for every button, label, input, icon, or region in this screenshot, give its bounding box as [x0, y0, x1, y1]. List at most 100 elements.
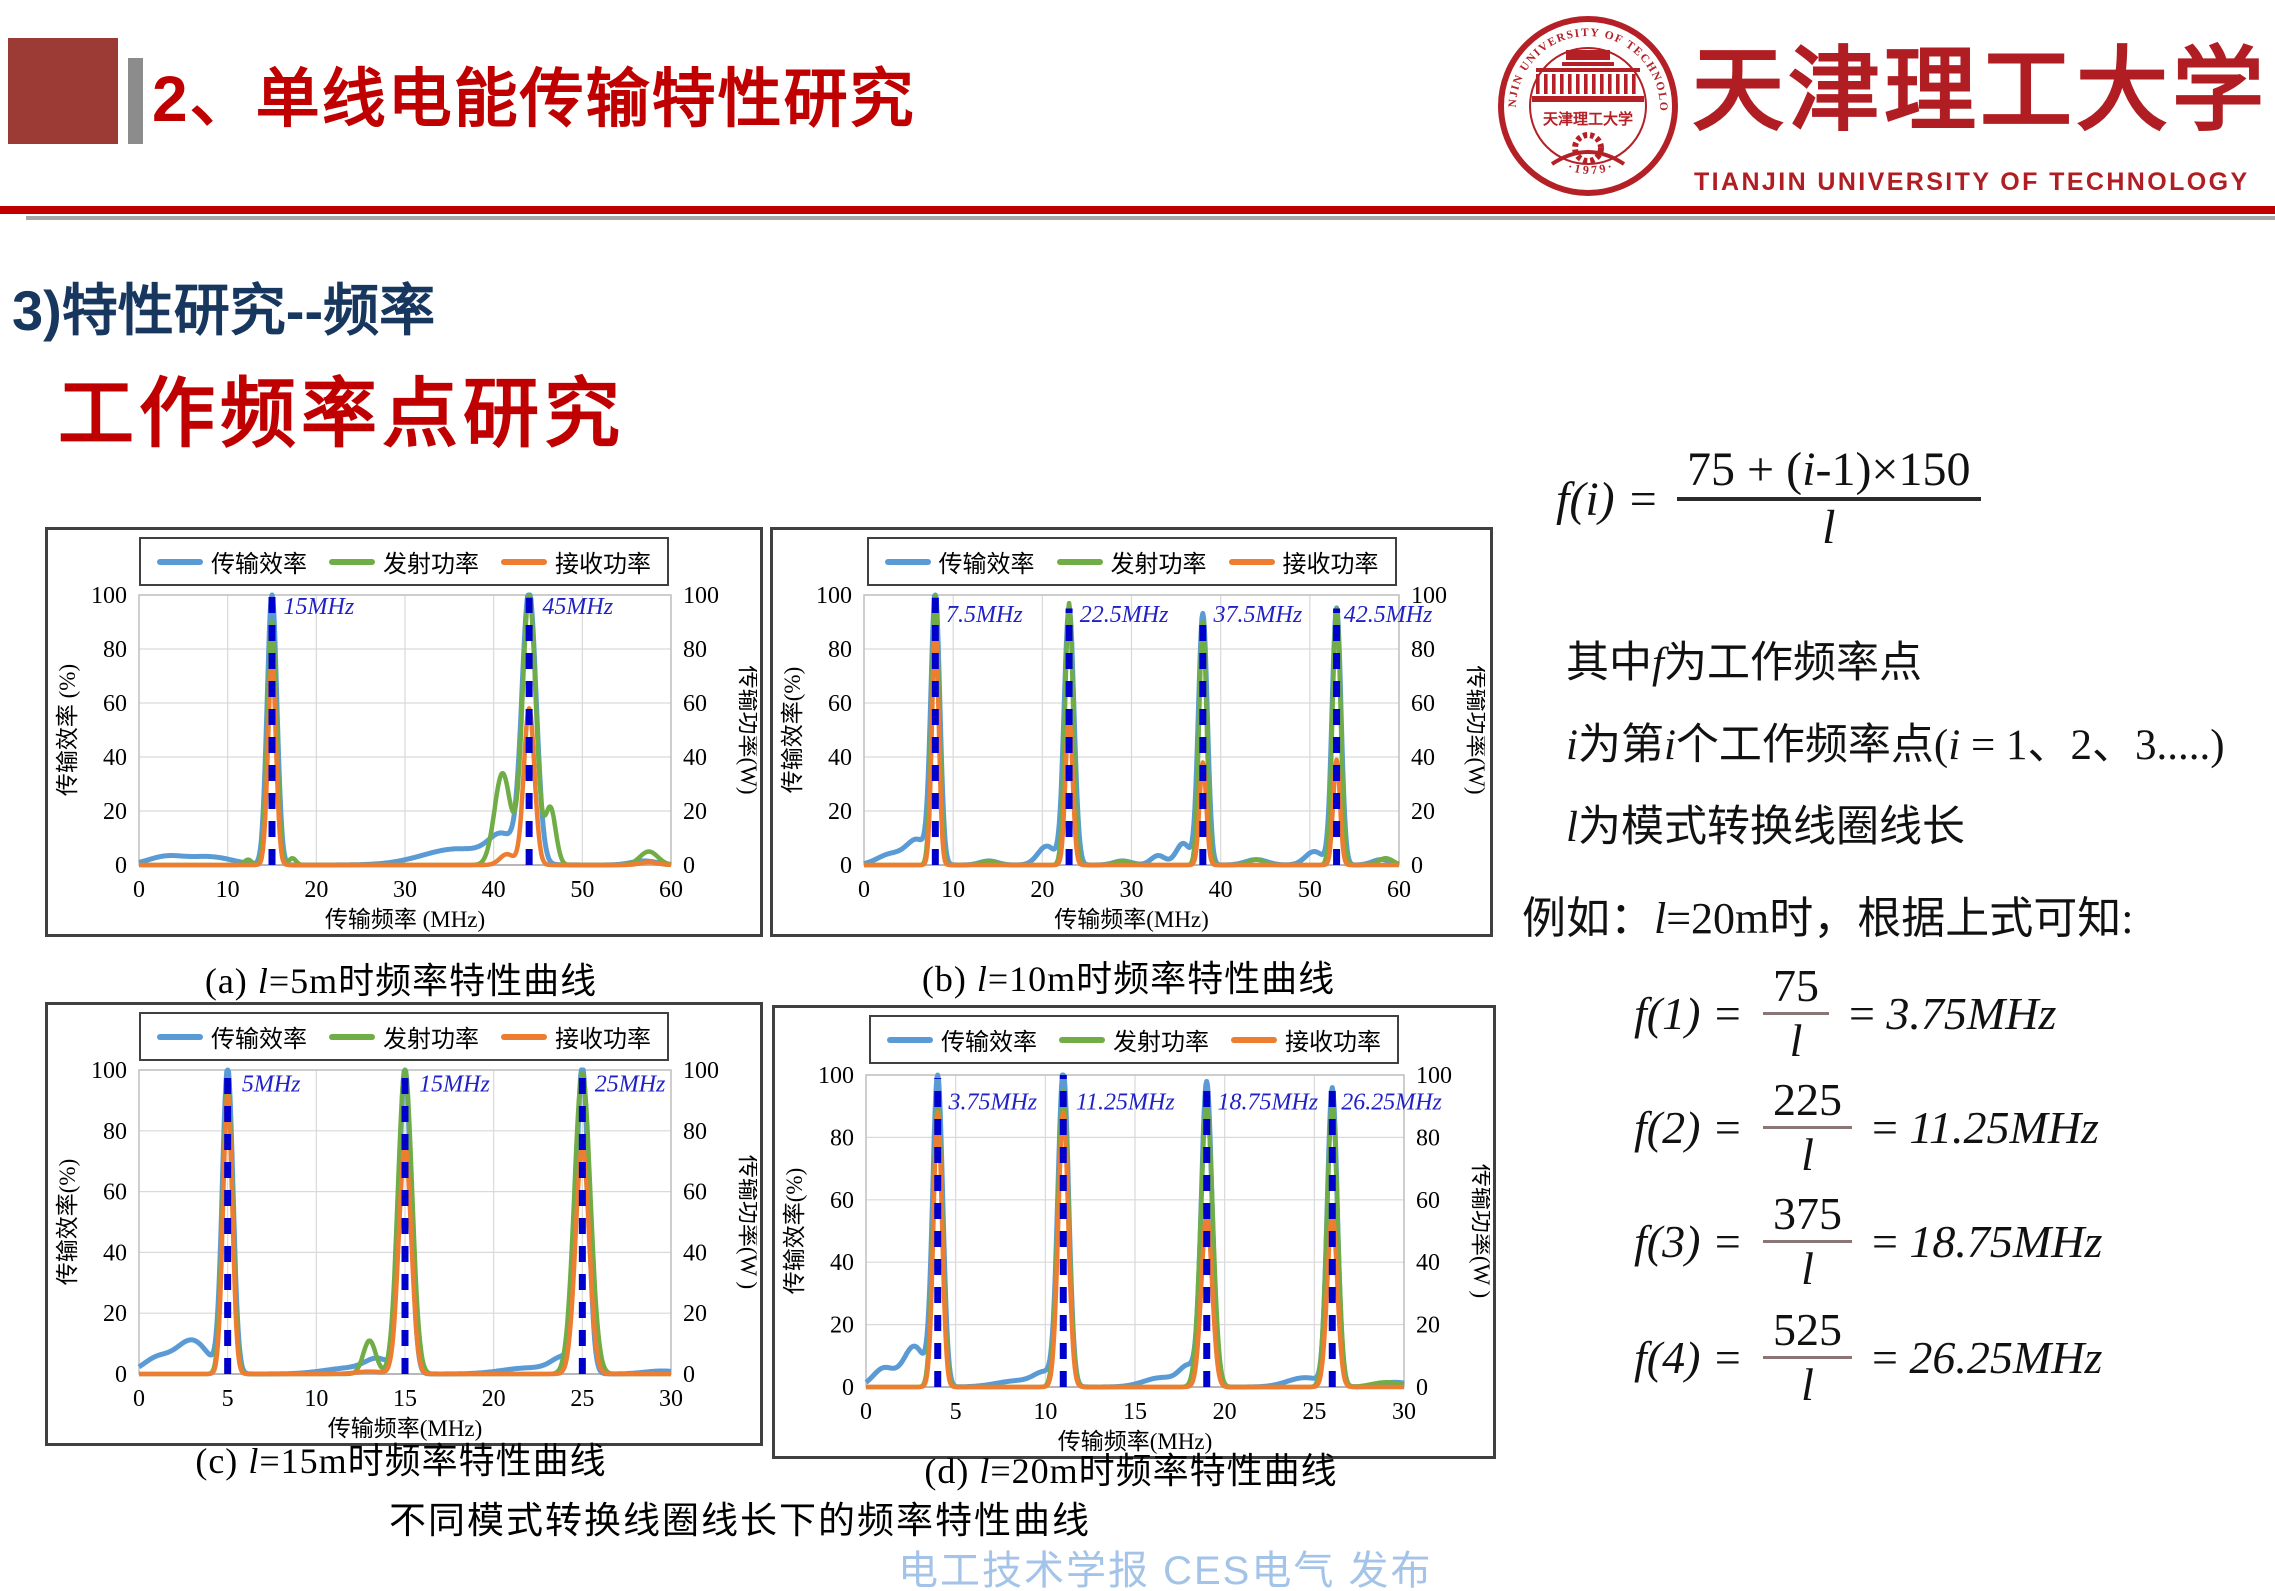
peak-label: 11.25MHz: [1076, 1089, 1176, 1115]
page-title: 2、单线电能传输特性研究: [152, 63, 916, 135]
text-segment: l: [1801, 1243, 1814, 1295]
formula-fi-numerator: 75 + (i-1)×150: [1677, 443, 1981, 502]
svg-text:40: 40: [683, 1240, 707, 1266]
svg-text:40: 40: [828, 745, 852, 771]
svg-text:60: 60: [683, 1180, 707, 1206]
note-line-1: 其中f为工作频率点: [1566, 628, 1922, 690]
svg-text:传输频率(MHz): 传输频率(MHz): [328, 1416, 483, 1441]
series-接收功率: [864, 1110, 1406, 1390]
text-segment: =: [1871, 1332, 1910, 1384]
example-f3: f(3) = 375 l = 18.75MHz: [1634, 1189, 2102, 1295]
svg-text:20: 20: [828, 799, 852, 825]
example-f1-numerator: 75: [1762, 961, 1829, 1016]
svg-text:30: 30: [659, 1386, 683, 1412]
legend-item: 接收功率: [1228, 544, 1379, 579]
peak-label: 42.5MHz: [1344, 602, 1433, 628]
legend-swatch: [887, 1036, 933, 1043]
legend-label: 接收功率: [1282, 552, 1379, 578]
text-segment: ) =: [1598, 472, 1660, 526]
peak-label: 7.5MHz: [946, 602, 1023, 628]
section-subheading: 工作频率点研究: [58, 373, 625, 457]
text-segment: 75 + (: [1687, 443, 1803, 496]
text-segment: =: [1871, 1216, 1910, 1268]
legend-swatch: [1056, 558, 1103, 565]
legend-label: 传输效率: [211, 1027, 307, 1053]
legend-item: 传输效率: [157, 1019, 307, 1054]
text-segment: l: [1801, 1359, 1814, 1411]
seal-gear-icon: [1550, 132, 1626, 166]
example-f2-numerator: 225: [1762, 1075, 1852, 1130]
svg-text:10: 10: [1033, 1399, 1057, 1425]
svg-text:80: 80: [103, 637, 127, 663]
legend-label: 接收功率: [555, 1027, 651, 1053]
svg-text:60: 60: [1416, 1188, 1440, 1214]
text-segment: i: [1663, 722, 1676, 769]
svg-text:80: 80: [828, 637, 852, 663]
header-accent-bar: [128, 58, 143, 144]
svg-text:传输频率 (MHz): 传输频率 (MHz): [325, 907, 485, 932]
svg-text:100: 100: [91, 1058, 127, 1084]
svg-text:20: 20: [1411, 799, 1435, 825]
example-f4-result: = 26.25MHz: [1872, 1331, 2102, 1384]
chart-a-caption: (a) l=5m时频率特性曲线: [45, 952, 757, 1004]
peak-label: 22.5MHz: [1080, 602, 1169, 628]
legend-item: 发射功率: [1056, 544, 1207, 579]
example-f2-denominator: l: [1801, 1129, 1814, 1179]
text-segment: 例如：: [1522, 894, 1654, 943]
svg-text:20: 20: [103, 1301, 127, 1327]
header-accent-square: [8, 38, 118, 144]
chart-c: 传输效率 发射功率 接收功率 5MHz 15MHz 25MHz 0 5 10 15 20 25 30 0…: [45, 1002, 763, 1446]
header-rule-red: [0, 206, 2275, 214]
text-segment: (b): [921, 959, 977, 999]
chart-d-plot: 3.75MHz 11.25MHz 18.75MHz 26.25MHz 0 5 10 15 20 2…: [782, 1063, 1490, 1454]
legend-label: 发射功率: [383, 1027, 479, 1053]
text-segment: =: [1871, 1102, 1910, 1154]
svg-text:60: 60: [1387, 877, 1411, 903]
svg-text:0: 0: [133, 1386, 145, 1412]
svg-text:60: 60: [828, 691, 852, 717]
svg-text:30: 30: [1392, 1399, 1416, 1425]
seal-center-name: 天津理工大学: [1543, 110, 1633, 128]
svg-text:0: 0: [1411, 853, 1423, 879]
svg-text:15: 15: [393, 1386, 417, 1412]
text-segment: 个工作频率点(: [1675, 722, 1949, 769]
svg-text:20: 20: [683, 799, 707, 825]
legend-label: 传输效率: [941, 1030, 1037, 1056]
text-segment: f: [1634, 1102, 1647, 1154]
svg-text:20: 20: [830, 1313, 854, 1339]
example-f1-fraction: 75 l: [1762, 961, 1829, 1067]
svg-text:100: 100: [683, 1058, 719, 1084]
series-接收功率: [862, 625, 1401, 868]
text-segment: =20m时频率特性曲线: [990, 1451, 1338, 1491]
text-segment: l: [979, 1451, 991, 1491]
svg-text:传输频率(MHz): 传输频率(MHz): [1058, 1429, 1213, 1454]
text-segment: l: [1789, 1015, 1803, 1067]
chart-b-plot: 7.5MHz 22.5MHz 37.5MHz 42.5MHz 0 10 20 30 40 50 60…: [780, 583, 1485, 932]
text-segment: (d): [924, 1451, 980, 1491]
svg-text:30: 30: [1120, 877, 1144, 903]
text-segment: l: [1822, 501, 1836, 555]
university-seal-icon: TIANJIN UNIVERSITY OF TECHNOLOGY · 1 9 7…: [1496, 12, 1678, 196]
legend-swatch: [329, 558, 375, 565]
svg-text:传输功率(W): 传输功率(W): [1464, 665, 1485, 794]
svg-text:0: 0: [840, 853, 852, 879]
svg-text:40: 40: [1416, 1250, 1440, 1276]
formula-fi-fraction: 75 + (i-1)×150 l: [1677, 443, 1981, 555]
example-f4-numerator: 525: [1762, 1305, 1852, 1360]
text-segment: f: [1634, 988, 1647, 1040]
svg-text:80: 80: [683, 1119, 707, 1145]
svg-text:传输效率(%): 传输效率(%): [780, 667, 805, 793]
text-segment: =20m时，根据上式可知:: [1666, 894, 2134, 943]
legend-swatch: [501, 558, 547, 565]
legend-item: 接收功率: [501, 1019, 651, 1054]
peak-label: 3.75MHz: [947, 1089, 1037, 1115]
legend-swatch: [157, 558, 203, 565]
svg-text:0: 0: [1416, 1375, 1428, 1401]
chart-d-legend: 传输效率 发射功率 接收功率: [869, 1015, 1399, 1064]
example-f1-lhs: f(1) =: [1634, 987, 1743, 1040]
legend-swatch: [884, 558, 931, 565]
svg-text:传输效率(%): 传输效率(%): [782, 1168, 807, 1294]
svg-text:80: 80: [830, 1125, 854, 1151]
text-segment: i: [1585, 472, 1599, 526]
